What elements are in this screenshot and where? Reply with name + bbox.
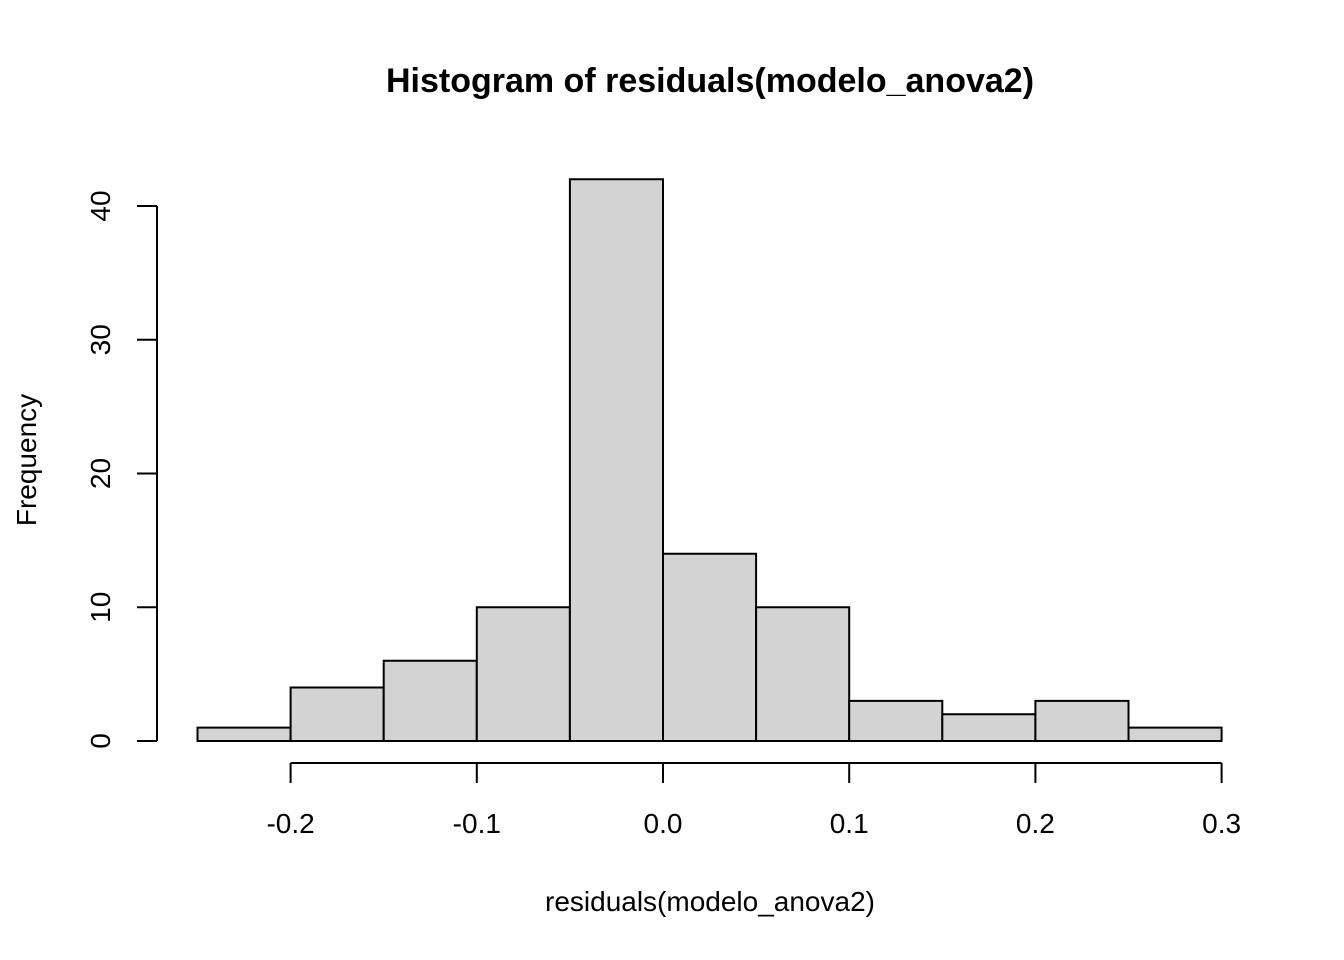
y-axis-label: Frequency <box>11 394 42 526</box>
y-tick-label-4: 40 <box>85 190 116 221</box>
y-axis: 0 10 20 30 40 <box>85 190 158 749</box>
bars-group <box>196 178 1223 742</box>
histogram-bar-5 <box>662 552 758 742</box>
histogram-bar-10 <box>1127 726 1223 742</box>
x-axis: -0.2 -0.1 0.0 0.1 0.2 0.3 <box>266 762 1241 839</box>
histogram-bar-4 <box>568 178 665 742</box>
x-tick-label-5: 0.3 <box>1202 808 1241 839</box>
x-tick-label-2: 0.0 <box>644 808 683 839</box>
y-tick-label-2: 20 <box>85 458 116 489</box>
histogram-bar-9 <box>1034 699 1130 742</box>
histogram-bar-3 <box>475 606 571 742</box>
x-tick-label-4: 0.2 <box>1016 808 1055 839</box>
histogram-bar-8 <box>941 713 1037 742</box>
y-tick-label-1: 10 <box>85 592 116 623</box>
x-tick-label-1: -0.1 <box>453 808 501 839</box>
x-tick-label-0: -0.2 <box>266 808 314 839</box>
histogram-bar-1 <box>289 686 385 742</box>
histogram-bar-6 <box>755 606 851 742</box>
chart-title: Histogram of residuals(modelo_anova2) <box>386 62 1034 100</box>
x-tick-label-3: 0.1 <box>830 808 869 839</box>
histogram-bar-2 <box>382 659 478 742</box>
y-tick-label-3: 30 <box>85 324 116 355</box>
histogram-bar-7 <box>848 699 944 742</box>
y-tick-label-0: 0 <box>85 733 116 749</box>
histogram-bar-0 <box>196 726 292 742</box>
x-axis-label: residuals(modelo_anova2) <box>545 886 875 917</box>
